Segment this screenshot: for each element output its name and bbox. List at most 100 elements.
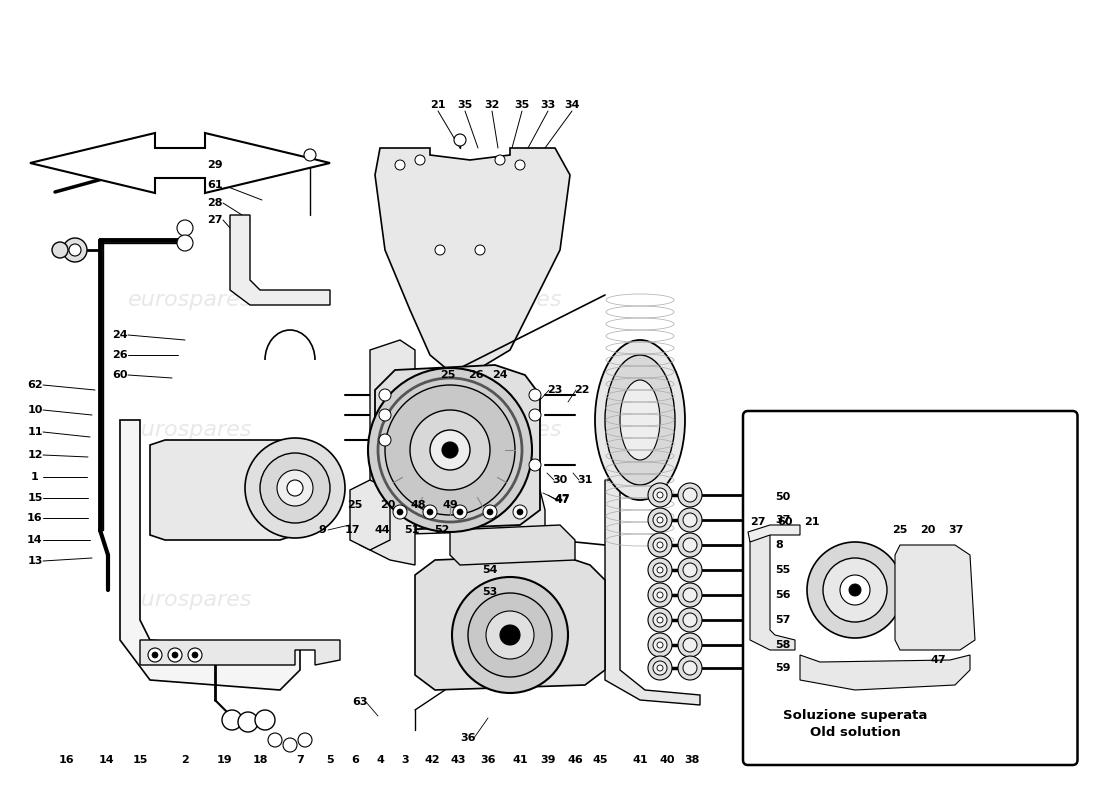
Text: 60: 60 <box>778 517 793 527</box>
Text: 48: 48 <box>410 500 426 510</box>
Text: 6: 6 <box>351 755 359 765</box>
Text: 20: 20 <box>921 525 936 535</box>
Circle shape <box>475 245 485 255</box>
Text: 61: 61 <box>207 180 223 190</box>
Text: 2: 2 <box>182 755 189 765</box>
Text: 8: 8 <box>776 540 783 550</box>
Text: 27: 27 <box>207 215 222 225</box>
Text: 27: 27 <box>750 517 766 527</box>
Circle shape <box>63 238 87 262</box>
Circle shape <box>287 480 303 496</box>
Text: 24: 24 <box>112 330 128 340</box>
Text: 4: 4 <box>376 755 384 765</box>
Circle shape <box>653 538 667 552</box>
Circle shape <box>849 584 861 596</box>
Circle shape <box>222 710 242 730</box>
Circle shape <box>678 558 702 582</box>
Circle shape <box>678 656 702 680</box>
Circle shape <box>840 575 870 605</box>
Circle shape <box>168 648 182 662</box>
Circle shape <box>468 593 552 677</box>
Text: 39: 39 <box>540 755 556 765</box>
Circle shape <box>283 738 297 752</box>
Circle shape <box>500 625 520 645</box>
Circle shape <box>298 733 312 747</box>
Text: 18: 18 <box>252 755 267 765</box>
Text: 44: 44 <box>374 525 389 535</box>
Circle shape <box>653 613 667 627</box>
Circle shape <box>657 617 663 623</box>
Text: 16: 16 <box>28 513 43 523</box>
Text: 21: 21 <box>804 517 820 527</box>
Circle shape <box>379 409 390 421</box>
Circle shape <box>683 513 697 527</box>
Circle shape <box>368 368 532 532</box>
Text: 32: 32 <box>484 100 499 110</box>
Text: eurospares: eurospares <box>128 420 252 440</box>
Circle shape <box>657 665 663 671</box>
Circle shape <box>657 492 663 498</box>
Circle shape <box>648 633 672 657</box>
Circle shape <box>393 505 407 519</box>
Text: 31: 31 <box>578 475 593 485</box>
Circle shape <box>268 733 282 747</box>
Polygon shape <box>150 440 295 540</box>
Text: 28: 28 <box>207 198 222 208</box>
Circle shape <box>410 410 490 490</box>
Text: 55: 55 <box>776 565 790 575</box>
Polygon shape <box>750 535 795 650</box>
Text: 9: 9 <box>318 525 326 535</box>
Circle shape <box>255 710 275 730</box>
Text: 36: 36 <box>481 755 496 765</box>
Circle shape <box>456 509 463 515</box>
Text: 21: 21 <box>430 100 446 110</box>
Polygon shape <box>370 340 415 490</box>
Circle shape <box>678 608 702 632</box>
Text: 37: 37 <box>776 515 791 525</box>
Circle shape <box>304 149 316 161</box>
Polygon shape <box>748 525 800 542</box>
Text: 20: 20 <box>381 500 396 510</box>
Circle shape <box>648 483 672 507</box>
Polygon shape <box>895 545 975 650</box>
Polygon shape <box>230 215 330 305</box>
Text: 58: 58 <box>776 640 791 650</box>
Text: 54: 54 <box>482 565 497 575</box>
Text: 13: 13 <box>28 556 43 566</box>
Text: 15: 15 <box>28 493 43 503</box>
Circle shape <box>177 235 192 251</box>
Text: eurospares: eurospares <box>438 420 562 440</box>
Circle shape <box>653 638 667 652</box>
Text: 36: 36 <box>460 733 475 743</box>
Text: 51: 51 <box>405 525 420 535</box>
Circle shape <box>483 505 497 519</box>
Text: 56: 56 <box>776 590 791 600</box>
Circle shape <box>648 533 672 557</box>
Circle shape <box>657 592 663 598</box>
Circle shape <box>188 648 202 662</box>
Circle shape <box>683 538 697 552</box>
Text: 43: 43 <box>450 755 465 765</box>
Circle shape <box>452 577 568 693</box>
Circle shape <box>653 661 667 675</box>
Circle shape <box>683 563 697 577</box>
Text: Old solution: Old solution <box>810 726 901 738</box>
Circle shape <box>148 648 162 662</box>
Polygon shape <box>800 655 970 690</box>
Text: 34: 34 <box>564 100 580 110</box>
Circle shape <box>683 613 697 627</box>
Text: 25: 25 <box>892 525 907 535</box>
Text: 35: 35 <box>458 100 473 110</box>
Text: 60: 60 <box>112 370 128 380</box>
Circle shape <box>454 134 466 146</box>
Circle shape <box>192 652 198 658</box>
Circle shape <box>750 612 766 628</box>
Polygon shape <box>120 420 300 690</box>
Circle shape <box>683 488 697 502</box>
Circle shape <box>424 505 437 519</box>
Text: 41: 41 <box>513 755 528 765</box>
Text: 25: 25 <box>440 370 455 380</box>
Text: 19: 19 <box>217 755 233 765</box>
Circle shape <box>750 587 766 603</box>
Text: 23: 23 <box>548 385 563 395</box>
